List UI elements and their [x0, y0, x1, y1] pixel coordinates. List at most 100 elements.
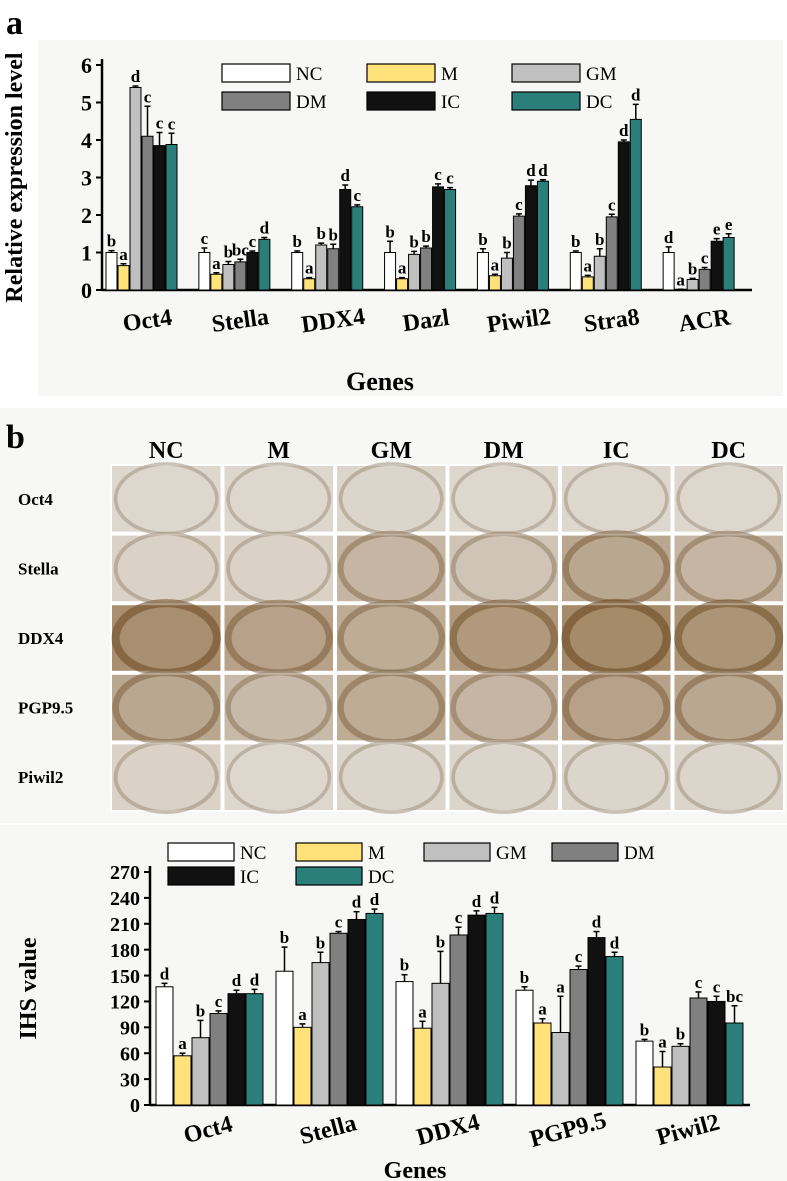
a-bar — [351, 206, 364, 291]
a-bar — [512, 215, 525, 291]
a-significance-letter: d — [538, 161, 548, 180]
b-bar — [533, 1022, 552, 1106]
b-significance-letter: c — [335, 913, 343, 932]
a-legend-label: NC — [296, 64, 322, 85]
b-significance-letter: d — [370, 890, 380, 909]
a-bar — [488, 275, 501, 291]
a-significance-letter: e — [725, 215, 733, 234]
b-legend-label: NC — [240, 843, 266, 864]
a-bar — [327, 248, 340, 291]
a-bar — [698, 268, 711, 291]
a-bar — [141, 135, 154, 291]
b-significance-letter: a — [556, 977, 565, 996]
a-bar — [315, 244, 328, 291]
b-bar — [227, 993, 246, 1106]
a-significance-letter: b — [571, 232, 580, 251]
a-bar — [303, 278, 316, 291]
b-y-tick-label: 270 — [110, 862, 140, 884]
a-bar — [605, 216, 618, 291]
a-significance-letter: d — [664, 228, 674, 247]
a-legend-swatch — [221, 63, 291, 83]
b-bar — [191, 1037, 210, 1106]
b-significance-letter: d — [232, 971, 242, 990]
a-significance-letter: a — [212, 254, 221, 273]
a-significance-letter: b — [385, 222, 394, 241]
b-legend-swatch — [551, 842, 619, 862]
a-y-tick-label: 2 — [81, 203, 92, 228]
a-y-tick-label: 6 — [81, 53, 92, 78]
b-bar — [569, 969, 588, 1106]
a-bar — [384, 252, 397, 291]
b-bar — [725, 1022, 744, 1106]
grid-column-header: NC — [149, 438, 184, 464]
a-bar — [500, 257, 513, 291]
b-y-tick-label: 120 — [110, 992, 140, 1014]
grid-row-label: Oct4 — [18, 490, 53, 509]
a-significance-letter: a — [305, 259, 314, 278]
seminiferous-tubule-outline — [113, 740, 219, 814]
a-significance-letter: b — [224, 243, 233, 262]
a-significance-letter: d — [619, 121, 629, 140]
a-bar — [710, 240, 723, 291]
panel-b-label: b — [6, 419, 25, 456]
b-y-axis-label: IHS value — [16, 937, 42, 1039]
b-significance-letter: d — [610, 933, 620, 952]
a-significance-letter: c — [249, 232, 257, 251]
a-legend-swatch — [511, 63, 581, 83]
a-bar — [722, 237, 735, 291]
a-significance-letter: c — [515, 195, 523, 214]
a-significance-letter: c — [168, 114, 176, 133]
a-bar — [581, 276, 594, 291]
a-category-label: Dazl — [401, 305, 451, 337]
b-legend-label: DC — [368, 867, 394, 888]
b-legend-swatch — [295, 842, 363, 862]
b-legend-label: GM — [496, 843, 527, 864]
b-bar — [329, 932, 348, 1106]
b-bar — [431, 982, 450, 1106]
a-significance-letter: b — [502, 234, 511, 253]
b-bar — [275, 970, 294, 1106]
b-significance-letter: d — [490, 888, 500, 907]
a-significance-letter: d — [260, 219, 270, 238]
grid-column-header: M — [267, 438, 290, 464]
b-bar — [551, 1032, 570, 1106]
b-bar — [395, 981, 414, 1106]
b-bar — [671, 1045, 690, 1106]
grid-row-label: DDX4 — [18, 629, 64, 648]
b-significance-letter: b — [280, 928, 289, 947]
seminiferous-tubule-outline — [451, 740, 557, 814]
a-y-tick-label: 1 — [81, 240, 92, 265]
b-significance-letter: b — [196, 1001, 205, 1020]
a-significance-letter: b — [478, 230, 487, 249]
b-legend-swatch — [167, 842, 235, 862]
b-legend-swatch — [295, 866, 363, 886]
b-significance-letter: c — [695, 973, 703, 992]
b-significance-letter: b — [436, 932, 445, 951]
b-significance-letter: d — [352, 893, 362, 912]
b-significance-letter: b — [316, 933, 325, 952]
b-significance-letter: b — [640, 1020, 649, 1039]
seminiferous-tubule-outline — [338, 740, 444, 814]
a-significance-letter: b — [328, 225, 337, 244]
a-bar — [222, 264, 235, 291]
a-legend-label: IC — [441, 92, 460, 113]
b-significance-letter: b — [400, 956, 409, 975]
a-significance-letter: d — [526, 161, 536, 180]
b-bar — [689, 997, 708, 1106]
b-bar — [587, 937, 606, 1106]
a-bar — [198, 252, 211, 291]
a-significance-letter: a — [398, 259, 407, 278]
b-bar — [707, 1000, 726, 1106]
b-bar — [653, 1066, 672, 1106]
b-y-tick-label: 180 — [110, 940, 140, 962]
a-y-tick-label: 4 — [81, 128, 92, 153]
b-legend-swatch — [167, 866, 235, 886]
a-significance-letter: b — [595, 230, 604, 249]
b-bar — [365, 912, 384, 1106]
a-bar — [165, 144, 178, 291]
a-bar — [686, 279, 699, 291]
a-significance-letter: d — [340, 166, 350, 185]
b-bar — [467, 914, 486, 1106]
a-bar — [105, 252, 118, 291]
